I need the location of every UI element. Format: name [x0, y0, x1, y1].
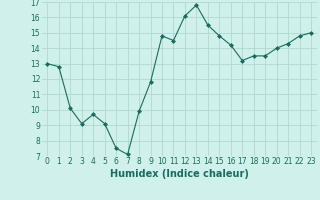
- X-axis label: Humidex (Indice chaleur): Humidex (Indice chaleur): [110, 169, 249, 179]
